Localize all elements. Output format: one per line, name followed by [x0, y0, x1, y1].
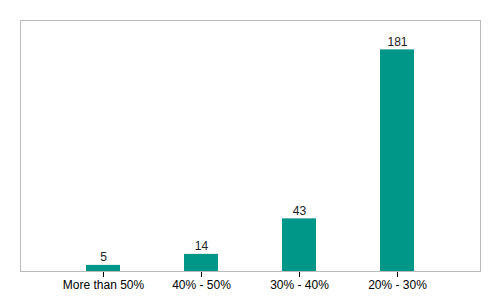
svg-text:43: 43	[293, 204, 307, 218]
svg-text:14: 14	[195, 239, 209, 253]
svg-text:181: 181	[387, 35, 407, 49]
svg-text:More than 50%: More than 50%	[63, 278, 145, 292]
svg-text:20% - 30%: 20% - 30%	[368, 278, 427, 292]
svg-text:30% - 40%: 30% - 40%	[270, 278, 329, 292]
svg-text:5: 5	[100, 250, 107, 264]
svg-text:40% - 50%: 40% - 50%	[172, 278, 231, 292]
